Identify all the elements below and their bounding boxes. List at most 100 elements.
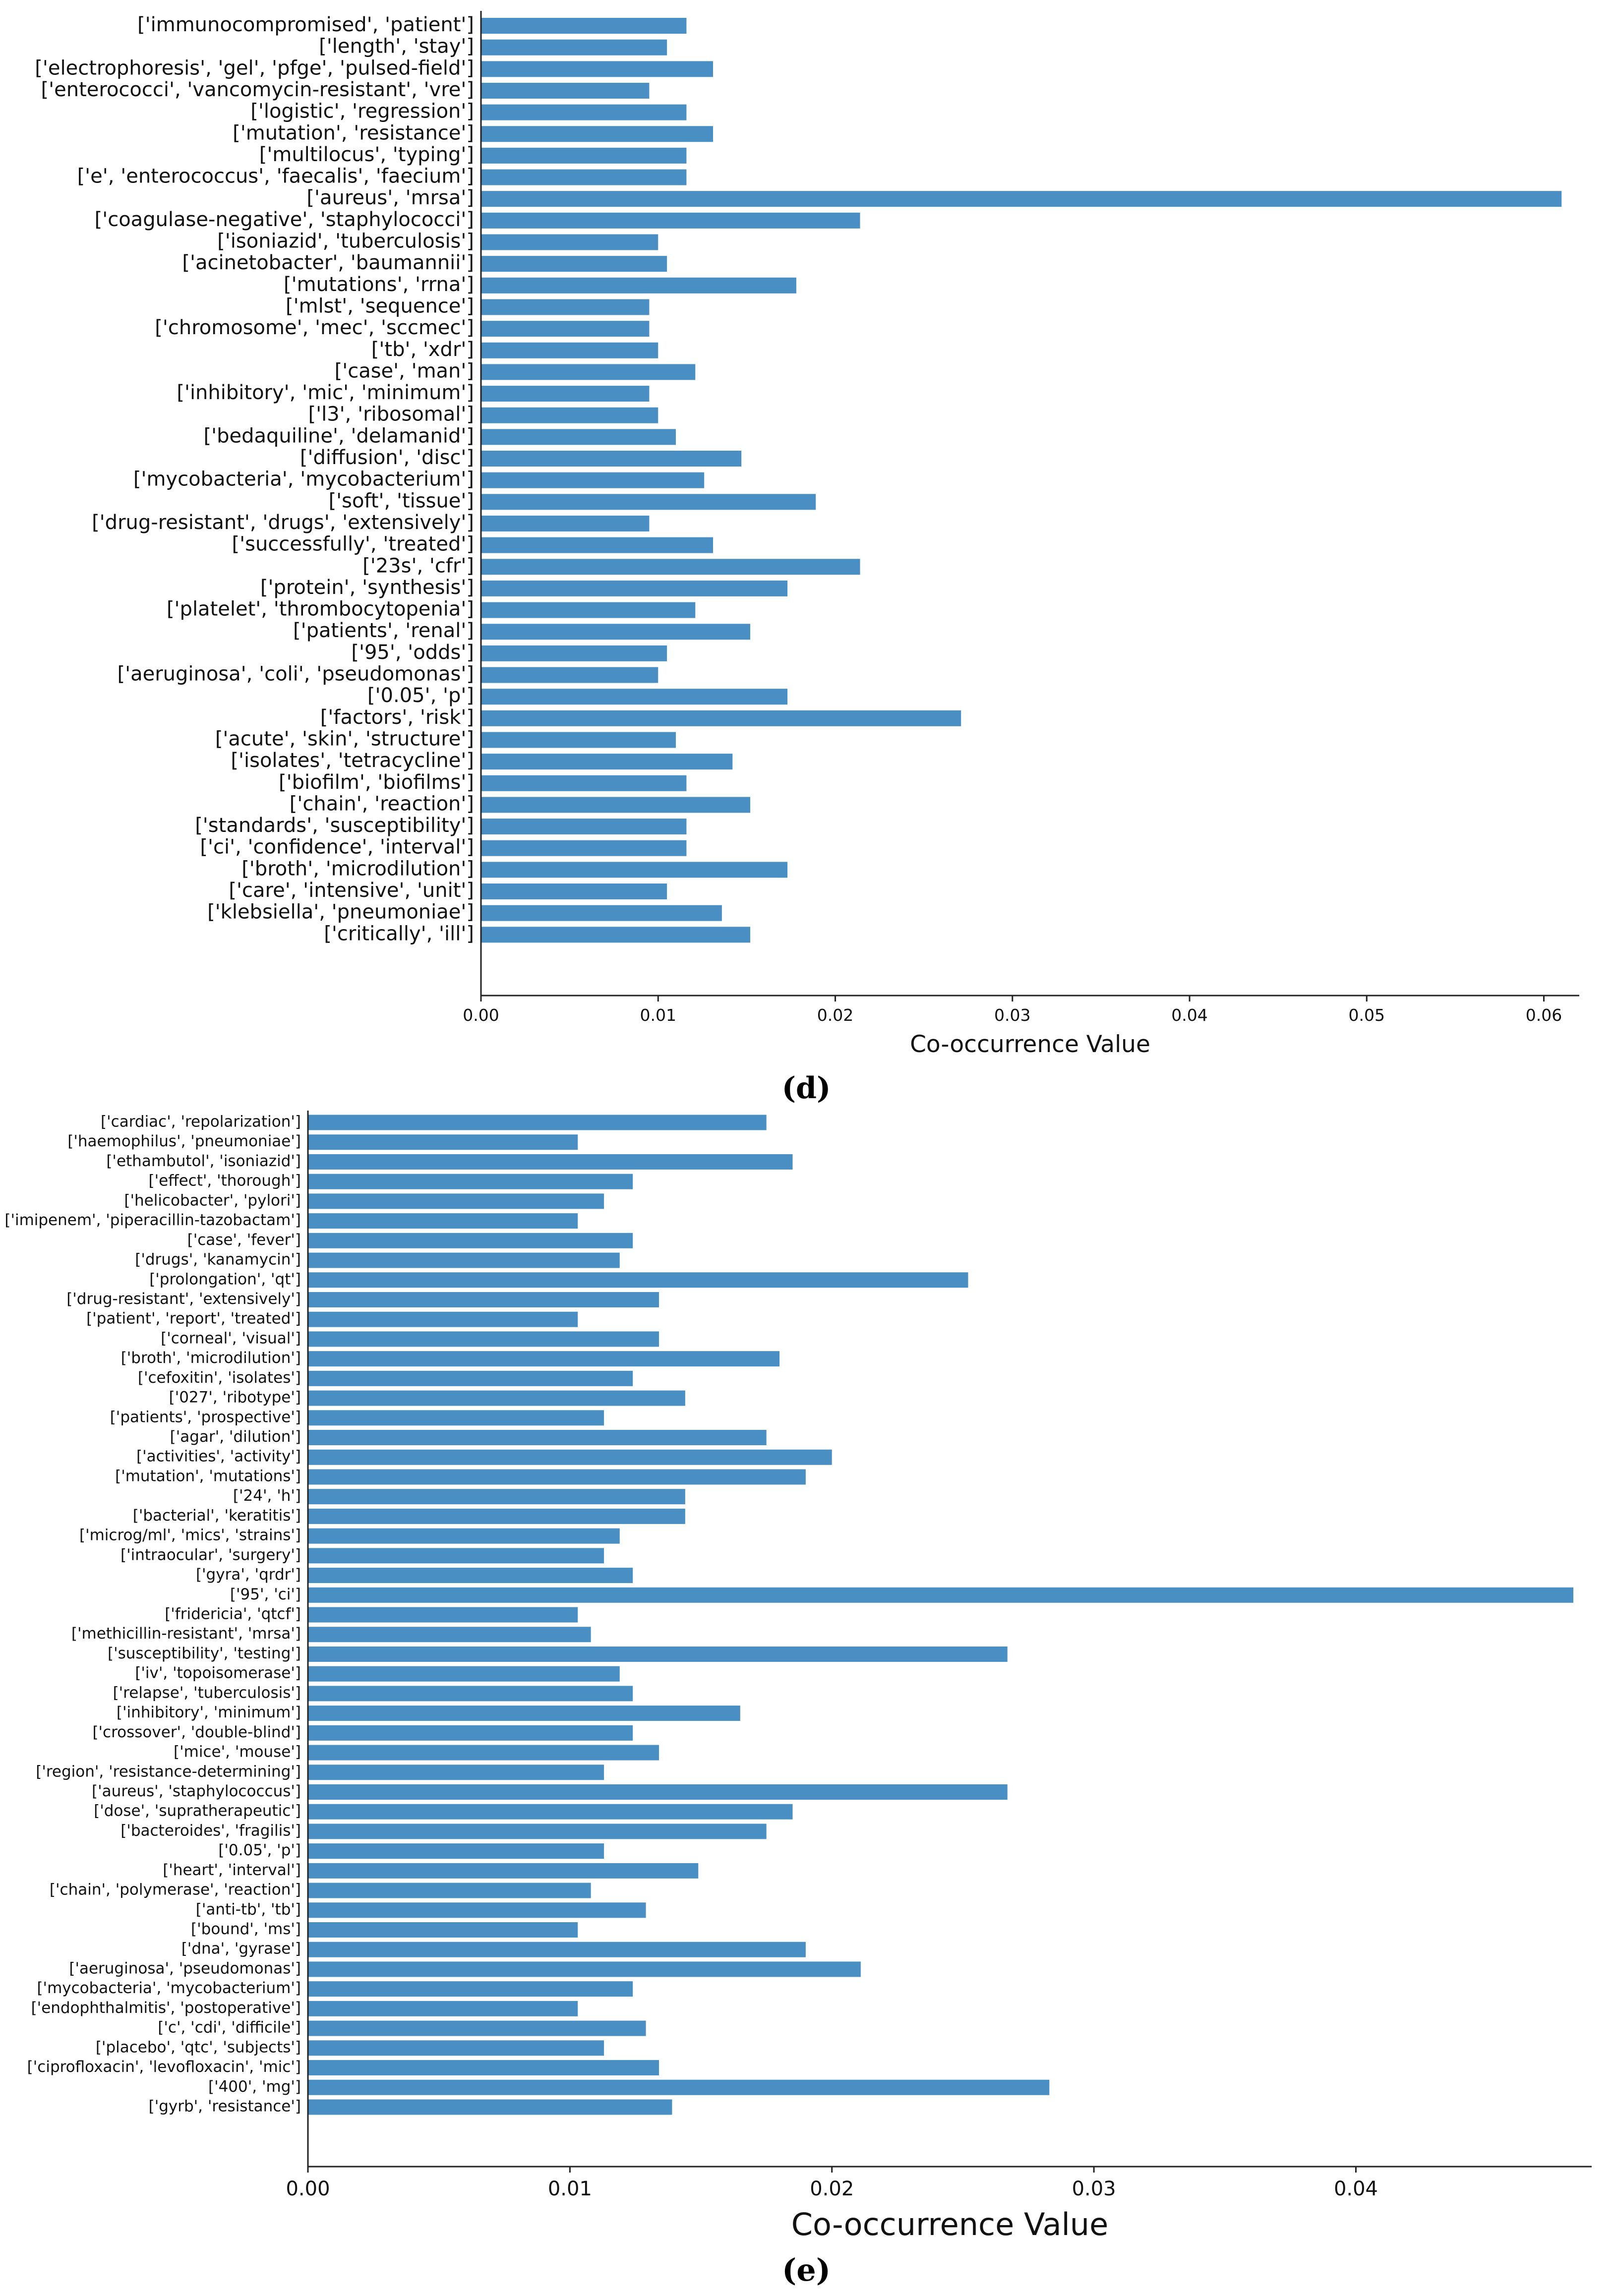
bar: [481, 82, 650, 99]
x-axis-title: Co-occurrence Value: [910, 1031, 1150, 1058]
bar: [308, 1922, 578, 1938]
category-label: ['patients', 'prospective']: [110, 1408, 301, 1426]
bar: [481, 797, 751, 813]
category-label: ['care', 'intensive', 'unit']: [229, 879, 474, 902]
category-label: ['inhibitory', 'minimum']: [117, 1704, 301, 1721]
bar: [308, 1863, 699, 1879]
bar: [308, 1666, 620, 1682]
category-label: ['klebsiella', 'pneumoniae']: [207, 901, 474, 924]
category-label: ['0.05', 'p']: [218, 1841, 301, 1859]
bar: [308, 1154, 793, 1170]
x-tick-label: 0.03: [994, 1005, 1030, 1025]
category-label: ['mice', 'mouse']: [174, 1743, 301, 1761]
category-label: ['chain', 'polymerase', 'reaction']: [50, 1881, 301, 1899]
bar: [481, 559, 860, 575]
bar: [481, 819, 687, 835]
bar: [308, 1568, 633, 1584]
bar: [308, 1706, 740, 1721]
panel-label: (d): [782, 1071, 831, 1106]
category-label: ['helicobacter', 'pylori']: [124, 1191, 301, 1209]
bar: [481, 277, 796, 294]
bar: [308, 1824, 767, 1839]
bar: [308, 1627, 591, 1643]
bar: [481, 689, 788, 705]
bar: [481, 234, 658, 250]
category-label: ['coagulase-negative', 'staphylococci']: [95, 208, 474, 231]
category-label: ['enterococci', 'vancomycin-resistant', …: [41, 78, 474, 101]
category-label: ['prolongation', 'qt']: [149, 1270, 301, 1288]
bar: [481, 451, 742, 467]
bar: [308, 1646, 1008, 1662]
category-label: ['dose', 'supratherapeutic']: [94, 1802, 301, 1820]
category-label: ['case', 'man']: [335, 359, 474, 382]
bar: [308, 1390, 685, 1406]
bar: [481, 602, 696, 618]
chart-e: ['cardiac', 'repolarization']['haemophil…: [4, 1111, 1592, 2288]
category-label: ['methicillin-resistant', 'mrsa']: [71, 1625, 301, 1643]
x-tick-label: 0.06: [1526, 1005, 1562, 1025]
category-label: ['diffusion', 'disc']: [300, 446, 474, 469]
category-label: ['bacteroides', 'fragilis']: [120, 1822, 301, 1839]
category-label: ['ciprofloxacin', 'levofloxacin', 'mic']: [27, 2058, 301, 2076]
bar: [308, 1587, 1574, 1603]
category-label: ['agar', 'dilution']: [170, 1428, 301, 1446]
category-label: ['95', 'ci']: [230, 1586, 301, 1603]
bar: [481, 147, 687, 164]
bar: [308, 1528, 620, 1544]
bar: [308, 1745, 659, 1761]
bar: [481, 710, 961, 726]
bar: [308, 1370, 633, 1386]
bar: [481, 321, 650, 337]
bar: [308, 1469, 806, 1485]
category-label: ['broth', 'microdilution']: [241, 857, 474, 880]
category-label: ['placebo', 'qtc', 'subjects']: [96, 2038, 301, 2056]
category-label: ['protein', 'synthesis']: [260, 576, 474, 599]
category-label: ['susceptibility', 'testing']: [108, 1645, 301, 1662]
category-label: ['haemophilus', 'pneumoniae']: [67, 1132, 301, 1150]
category-label: ['case', 'fever']: [187, 1231, 301, 1249]
category-label: ['effect', 'thorough']: [149, 1172, 301, 1190]
category-label: ['mutation', 'mutations']: [115, 1467, 301, 1485]
bar: [481, 212, 860, 229]
bar: [481, 667, 658, 683]
bar: [308, 1193, 604, 1209]
bar: [308, 2001, 578, 2016]
category-label: ['027', 'ribotype']: [169, 1389, 301, 1407]
bar: [481, 342, 658, 358]
category-label: ['mutations', 'rrna']: [284, 273, 474, 296]
bar: [308, 2020, 646, 2036]
category-label: ['factors', 'risk']: [320, 706, 474, 729]
category-label: ['biofilm', 'biofilms']: [279, 771, 474, 794]
category-label: ['24', 'h']: [233, 1487, 301, 1505]
bar: [308, 1272, 968, 1288]
bar: [481, 61, 714, 77]
bar: [481, 364, 696, 380]
category-label: ['drug-resistant', 'extensively']: [66, 1290, 301, 1308]
category-label: ['cardiac', 'repolarization']: [101, 1113, 301, 1131]
bar: [481, 494, 816, 510]
bar: [481, 472, 705, 488]
category-label: ['acute', 'skin', 'structure']: [215, 727, 474, 750]
bar: [308, 1883, 591, 1898]
category-label: ['mlst', 'sequence']: [286, 294, 474, 317]
bar: [308, 1902, 646, 1918]
x-tick-label: 0.04: [1171, 1005, 1207, 1025]
bar: [481, 905, 722, 921]
bar: [481, 515, 650, 531]
bar: [481, 429, 676, 445]
bar: [481, 104, 687, 120]
category-label: ['ci', 'confidence', 'interval']: [200, 836, 474, 859]
category-label: ['fridericia', 'qtcf']: [165, 1605, 301, 1623]
category-label: ['activities', 'activity']: [136, 1448, 301, 1466]
bar: [308, 1449, 832, 1465]
bar: [481, 775, 687, 791]
category-label: ['bacterial', 'keratitis']: [133, 1507, 301, 1525]
bar: [308, 2079, 1050, 2095]
category-label: ['aureus', 'mrsa']: [306, 186, 474, 209]
bar: [308, 1115, 767, 1130]
x-tick-label: 0.02: [817, 1005, 853, 1025]
x-tick-label: 0.01: [640, 1005, 676, 1025]
panel-label: (e): [782, 2252, 831, 2288]
category-label: ['aureus', 'staphylococcus']: [92, 1782, 301, 1800]
